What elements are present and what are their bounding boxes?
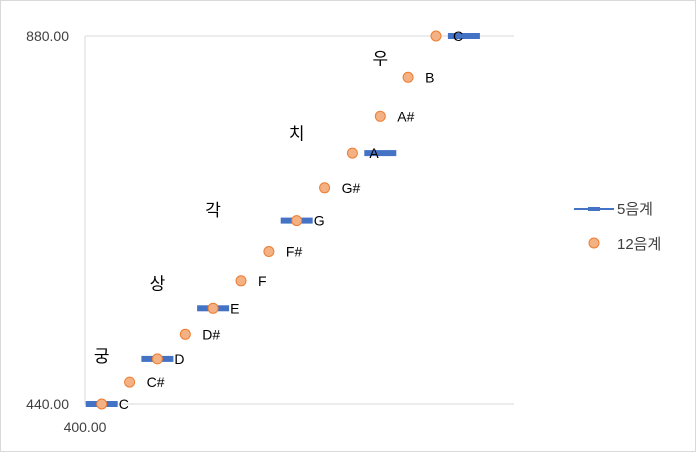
x-tick-label-min: 400.00: [64, 419, 107, 435]
chromatic-point-2: [151, 353, 163, 365]
note-label-5: F: [258, 273, 267, 289]
chromatic-point-3: [179, 328, 191, 340]
legend-marker-pentatonic-dash: [588, 207, 600, 211]
note-label-4: E: [230, 300, 239, 316]
legend-label-chromatic: 12음계: [617, 236, 661, 253]
chromatic-point-12: [430, 30, 442, 42]
y-tick-label-max: 880.00: [26, 28, 69, 44]
note-label-1: C#: [147, 374, 165, 390]
scale-degree-label-1: 상: [150, 274, 166, 293]
note-label-11: B: [425, 69, 434, 85]
note-label-9: A: [369, 145, 379, 161]
chromatic-point-10: [374, 110, 386, 122]
chromatic-point-8: [319, 182, 331, 194]
note-label-10: A#: [397, 108, 414, 124]
scale-degree-label-0: 궁: [94, 347, 110, 366]
scale-degree-label-4: 우: [372, 49, 388, 68]
note-label-12: C: [453, 28, 463, 44]
scale-degree-label-2: 각: [205, 201, 221, 220]
chromatic-point-9: [346, 147, 358, 159]
chromatic-point-6: [263, 246, 275, 257]
note-label-0: C: [119, 396, 129, 412]
legend-marker-chromatic: [588, 237, 600, 249]
y-tick-label-min: 440.00: [26, 396, 69, 412]
chromatic-point-4: [207, 302, 219, 314]
scale-degree-label-3: 치: [289, 125, 305, 144]
chromatic-point-11: [402, 71, 414, 83]
chromatic-point-1: [124, 376, 136, 388]
chromatic-point-5: [235, 275, 247, 287]
pentatonic-marker-5: [447, 33, 480, 39]
chromatic-point-7: [291, 215, 303, 227]
pentatonic-marker-4: [364, 150, 397, 157]
note-label-3: D#: [202, 326, 220, 342]
note-label-7: G: [314, 213, 325, 229]
note-label-8: G#: [342, 180, 361, 196]
plot-marks: C C# D D# E F F# G G# A A# B C 궁 상 각 치 우: [85, 28, 480, 412]
note-label-2: D: [174, 351, 184, 367]
chromatic-point-0: [96, 398, 108, 410]
legend-label-pentatonic: 5음계: [617, 201, 653, 218]
note-label-6: F#: [286, 244, 303, 260]
legend: 5음계 12음계: [574, 201, 661, 253]
